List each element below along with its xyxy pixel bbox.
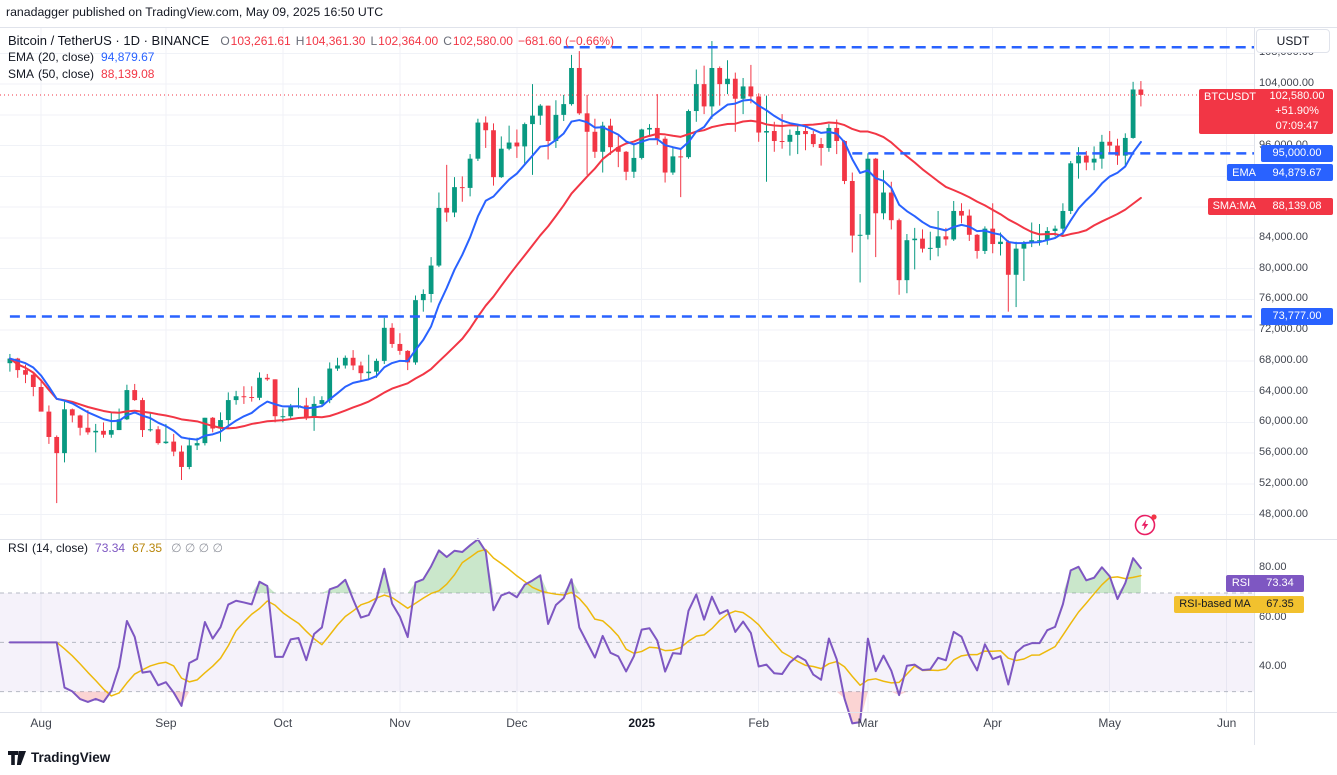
ema-badge: EMA 94,879.67 — [1227, 164, 1333, 182]
open-label: O — [220, 34, 230, 48]
time-tick-label: Nov — [389, 716, 411, 730]
sma-params: (50, close) — [38, 67, 95, 81]
price-badge-value: 102,580.00 — [1269, 90, 1325, 103]
sma-label: SMA — [8, 67, 35, 81]
price-tick-label: 56,000.00 — [1259, 446, 1308, 459]
rsi-badge-value: 73.34 — [1266, 577, 1294, 590]
rsi-legend: RSI (14, close) 73.34 67.35 ∅ ∅ ∅ ∅ — [8, 541, 223, 558]
rsi-hidden-values: ∅ ∅ ∅ ∅ — [171, 541, 223, 555]
rsi-ma-badge-tab: RSI-based MA — [1179, 598, 1251, 611]
rsi-tick-label: 40.00 — [1259, 660, 1287, 672]
open-value: 103,261.61 — [230, 34, 291, 48]
sma-badge-tab: SMA:MA — [1212, 200, 1256, 213]
chart-legend: Bitcoin / TetherUS · 1D · BINANCE O 103,… — [8, 33, 614, 84]
symbol-legend-row[interactable]: Bitcoin / TetherUS · 1D · BINANCE O 103,… — [8, 33, 614, 50]
sma-badge-value: 88,139.08 — [1272, 200, 1322, 213]
time-tick-label: Feb — [748, 716, 770, 730]
lightning-icon — [1134, 514, 1157, 536]
sma-value: 88,139.08 — [101, 67, 155, 81]
rsi-badge-tab: RSI — [1231, 577, 1251, 590]
sma-badge: SMA:MA 88,139.08 — [1207, 197, 1333, 215]
price-tick-label: 76,000.00 — [1259, 292, 1308, 305]
flash-events-icon[interactable] — [1133, 512, 1159, 543]
rsi-label: RSI — [8, 541, 29, 555]
high-value: 104,361.30 — [305, 34, 366, 48]
time-tick-label: Dec — [506, 716, 528, 730]
change-value: −681.60 (−0.66%) — [517, 34, 615, 48]
sma-legend-row[interactable]: SMA (50, close) 88,139.08 — [8, 67, 614, 84]
currency-toggle-button[interactable]: USDT — [1256, 29, 1330, 53]
time-tick-label: Oct — [273, 716, 293, 730]
time-tick-label: Jun — [1217, 716, 1237, 730]
time-tick-label: Aug — [30, 716, 52, 730]
price-tick-label: 68,000.00 — [1259, 353, 1308, 366]
tradingview-logo-text: TradingView — [31, 750, 111, 765]
level-73777-value: 73,777.00 — [1272, 310, 1322, 323]
last-price-badge: BTCUSDT 102,580.00 +51.90% 07:09:47 — [1199, 89, 1333, 135]
rsi-tick-label: 80.00 — [1259, 561, 1287, 574]
ema-badge-tab: EMA — [1232, 166, 1256, 179]
rsi-params: (14, close) — [32, 541, 89, 555]
price-tick-label: 60,000.00 — [1259, 415, 1308, 428]
price-tick-label: 104,000.00 — [1259, 77, 1315, 90]
time-axis[interactable]: Aug Sep Oct Nov Dec 2025 Feb Mar Apr May Jun — [0, 716, 1254, 736]
rsi-tick-label: 60.00 — [1259, 610, 1287, 623]
price-tick-label: 64,000.00 — [1259, 384, 1308, 397]
rsi-ma-badge: RSI-based MA 67.35 — [1174, 595, 1304, 613]
level-73777-badge: 73,777.00 — [1261, 307, 1333, 325]
time-tick-label: Sep — [155, 716, 177, 730]
price-tick-label: 80,000.00 — [1259, 261, 1308, 274]
low-value: 102,364.00 — [378, 34, 439, 48]
ema-badge-value: 94,879.67 — [1272, 166, 1322, 179]
price-badge-symbol: BTCUSDT — [1204, 91, 1256, 104]
rsi-badge: RSI 73.34 — [1226, 574, 1304, 592]
tradingview-icon — [8, 750, 26, 765]
time-tick-label: 2025 — [628, 716, 656, 730]
close-value: 102,580.00 — [452, 34, 513, 48]
ema-value: 94,879.67 — [101, 50, 155, 64]
price-tick-label: 52,000.00 — [1259, 476, 1308, 489]
time-tick-label: Mar — [857, 716, 879, 730]
time-tick-label: May — [1098, 716, 1122, 730]
high-label: H — [295, 34, 305, 48]
close-label: C — [443, 34, 452, 48]
rsi-ma-badge-value: 67.35 — [1266, 598, 1294, 611]
rsi-value: 73.34 — [95, 541, 126, 555]
ema-legend-row[interactable]: EMA (20, close) 94,879.67 — [8, 50, 614, 67]
symbol-title[interactable]: Bitcoin / TetherUS · 1D · BINANCE — [8, 33, 210, 48]
rsi-legend-row[interactable]: RSI (14, close) 73.34 67.35 ∅ ∅ ∅ ∅ — [8, 541, 223, 558]
price-tick-label: 72,000.00 — [1259, 323, 1308, 336]
ema-params: (20, close) — [38, 50, 95, 64]
ema-label: EMA — [8, 50, 35, 64]
price-tick-label: 84,000.00 — [1259, 230, 1308, 243]
low-label: L — [370, 34, 378, 48]
level-95000-badge: 95,000.00 — [1261, 144, 1333, 162]
tradingview-logo[interactable]: TradingView — [8, 750, 110, 765]
price-tick-label: 48,000.00 — [1259, 507, 1308, 520]
price-badge-countdown: 07:09:47 — [1275, 120, 1319, 133]
published-caption: ranadagger published on TradingView.com,… — [6, 5, 384, 19]
rsi-ma-value: 67.35 — [132, 541, 163, 555]
level-95000-value: 95,000.00 — [1272, 147, 1322, 160]
price-badge-percent: +51.90% — [1275, 105, 1319, 118]
time-tick-label: Apr — [983, 716, 1003, 730]
